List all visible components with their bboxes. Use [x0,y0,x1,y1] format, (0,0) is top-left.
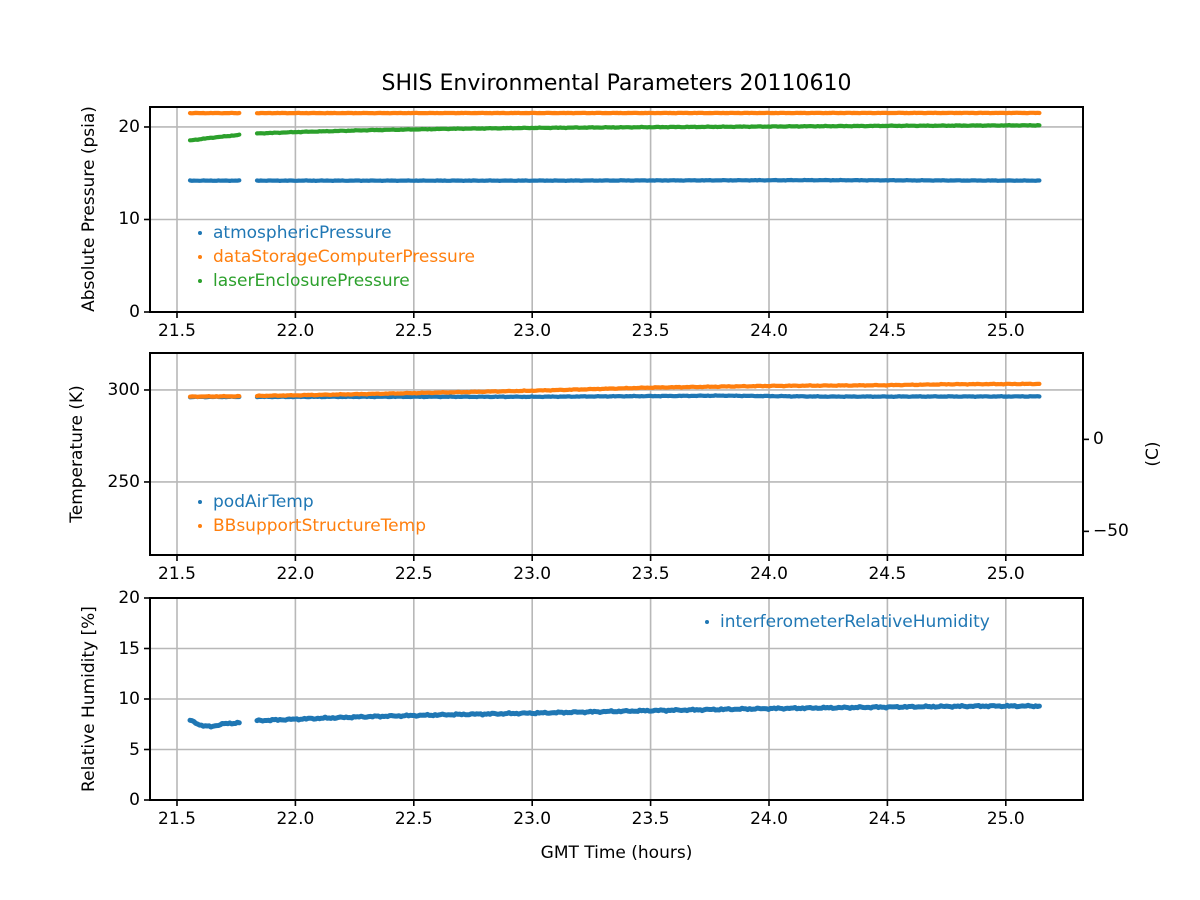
series-dataStorageComputerPressure [187,110,242,116]
x-tick-label: 25.0 [986,564,1025,584]
x-tick-label: 23.5 [631,321,670,341]
y-tick-label: 20 [118,116,140,137]
series-interferometerRelativeHumidity [187,717,242,730]
temperature-y-axis-label: Temperature (K) [67,385,87,523]
legend-marker-dot [198,500,202,504]
series-laserEnclosurePressure [187,132,242,143]
legend-label: interferometerRelativeHumidity [720,612,990,632]
pressure-plot: atmosphericPressure dataStorageComputerP… [144,106,1084,318]
y-tick-label: 5 [129,739,140,760]
legend-item-interferometer-relative-humidity: interferometerRelativeHumidity [701,611,990,633]
right-y-tick-label: −50 [1093,521,1129,542]
x-tick-label: 22.0 [276,321,315,341]
legend-label: dataStorageComputerPressure [213,247,475,267]
humidity-legend: interferometerRelativeHumidity [701,611,990,633]
legend-label: laserEnclosurePressure [213,271,410,291]
legend-marker-dot [198,255,202,259]
legend-label: atmosphericPressure [213,223,392,243]
x-tick-label: 21.5 [158,321,196,341]
y-tick-label: 300 [107,379,140,400]
x-tick-label: 23.0 [513,809,552,829]
chart-title: SHIS Environmental Parameters 20110610 [381,71,852,96]
series-podAirTemp [254,393,1042,400]
legend-item-atmospheric-pressure: atmosphericPressure [194,221,475,245]
legend-marker-dot [198,231,202,235]
x-tick-label: 23.0 [513,564,552,584]
legend-item-bb-support-structure-temp: BBsupportStructureTemp [194,514,426,538]
legend-item-laser-enclosure-pressure: laserEnclosurePressure [194,269,475,293]
x-tick-label: 21.5 [158,809,196,829]
y-tick-label: 10 [118,689,140,709]
humidity-plot: interferometerRelativeHumidity [144,597,1084,806]
y-tick-label: 0 [129,302,140,322]
x-tick-label: 24.5 [868,564,907,584]
x-tick-label: 24.5 [868,321,907,341]
series-dataStorageComputerPressure [254,110,1042,116]
legend-item-data-storage-computer-pressure: dataStorageComputerPressure [194,245,475,269]
legend-marker-dot [705,620,709,624]
x-tick-label: 23.0 [513,321,552,341]
pressure-plot-canvas [144,106,1084,318]
y-tick-label: 20 [118,588,140,608]
x-tick-label: 22.5 [394,809,433,829]
y-tick-label: 250 [107,471,140,492]
y-tick-label: 15 [118,638,140,659]
legend-item-pod-air-temp: podAirTemp [194,490,426,514]
legend-marker-dot [198,524,202,528]
series-atmosphericPressure [187,178,242,183]
y-tick-label: 10 [118,209,140,230]
x-tick-label: 24.0 [750,321,788,341]
x-tick-label: 24.5 [868,809,907,829]
x-tick-label: 23.5 [631,809,670,829]
x-tick-label: 22.5 [394,321,433,341]
x-tick-label: 24.0 [750,564,788,584]
x-tick-label: 22.0 [276,564,315,584]
x-tick-label: 22.5 [394,564,433,584]
x-tick-label: 24.0 [750,809,788,829]
x-axis-label: GMT Time (hours) [540,843,693,863]
legend-marker-dot [198,279,202,283]
series-atmosphericPressure [254,177,1042,183]
right-y-tick-label: 0 [1093,429,1104,450]
x-tick-label: 21.5 [158,564,196,584]
series-BBsupportStructureTemp [187,393,242,399]
temperature-plot-canvas [144,352,1089,561]
temperature-right-axis-label: (C) [1143,441,1163,467]
series-laserEnclosurePressure [254,122,1042,136]
series-interferometerRelativeHumidity [254,702,1042,724]
x-tick-label: 25.0 [986,321,1025,341]
x-tick-label: 23.5 [631,564,670,584]
temperature-plot: podAirTemp BBsupportStructureTemp [144,352,1089,561]
pressure-legend: atmosphericPressure dataStorageComputerP… [194,221,475,293]
series-BBsupportStructureTemp [254,381,1042,399]
legend-label: BBsupportStructureTemp [213,516,426,536]
x-tick-label: 25.0 [986,809,1025,829]
x-tick-label: 22.0 [276,809,315,829]
humidity-plot-canvas [144,597,1084,806]
y-tick-label: 0 [129,790,140,810]
legend-label: podAirTemp [213,492,314,512]
temperature-legend: podAirTemp BBsupportStructureTemp [194,490,426,538]
